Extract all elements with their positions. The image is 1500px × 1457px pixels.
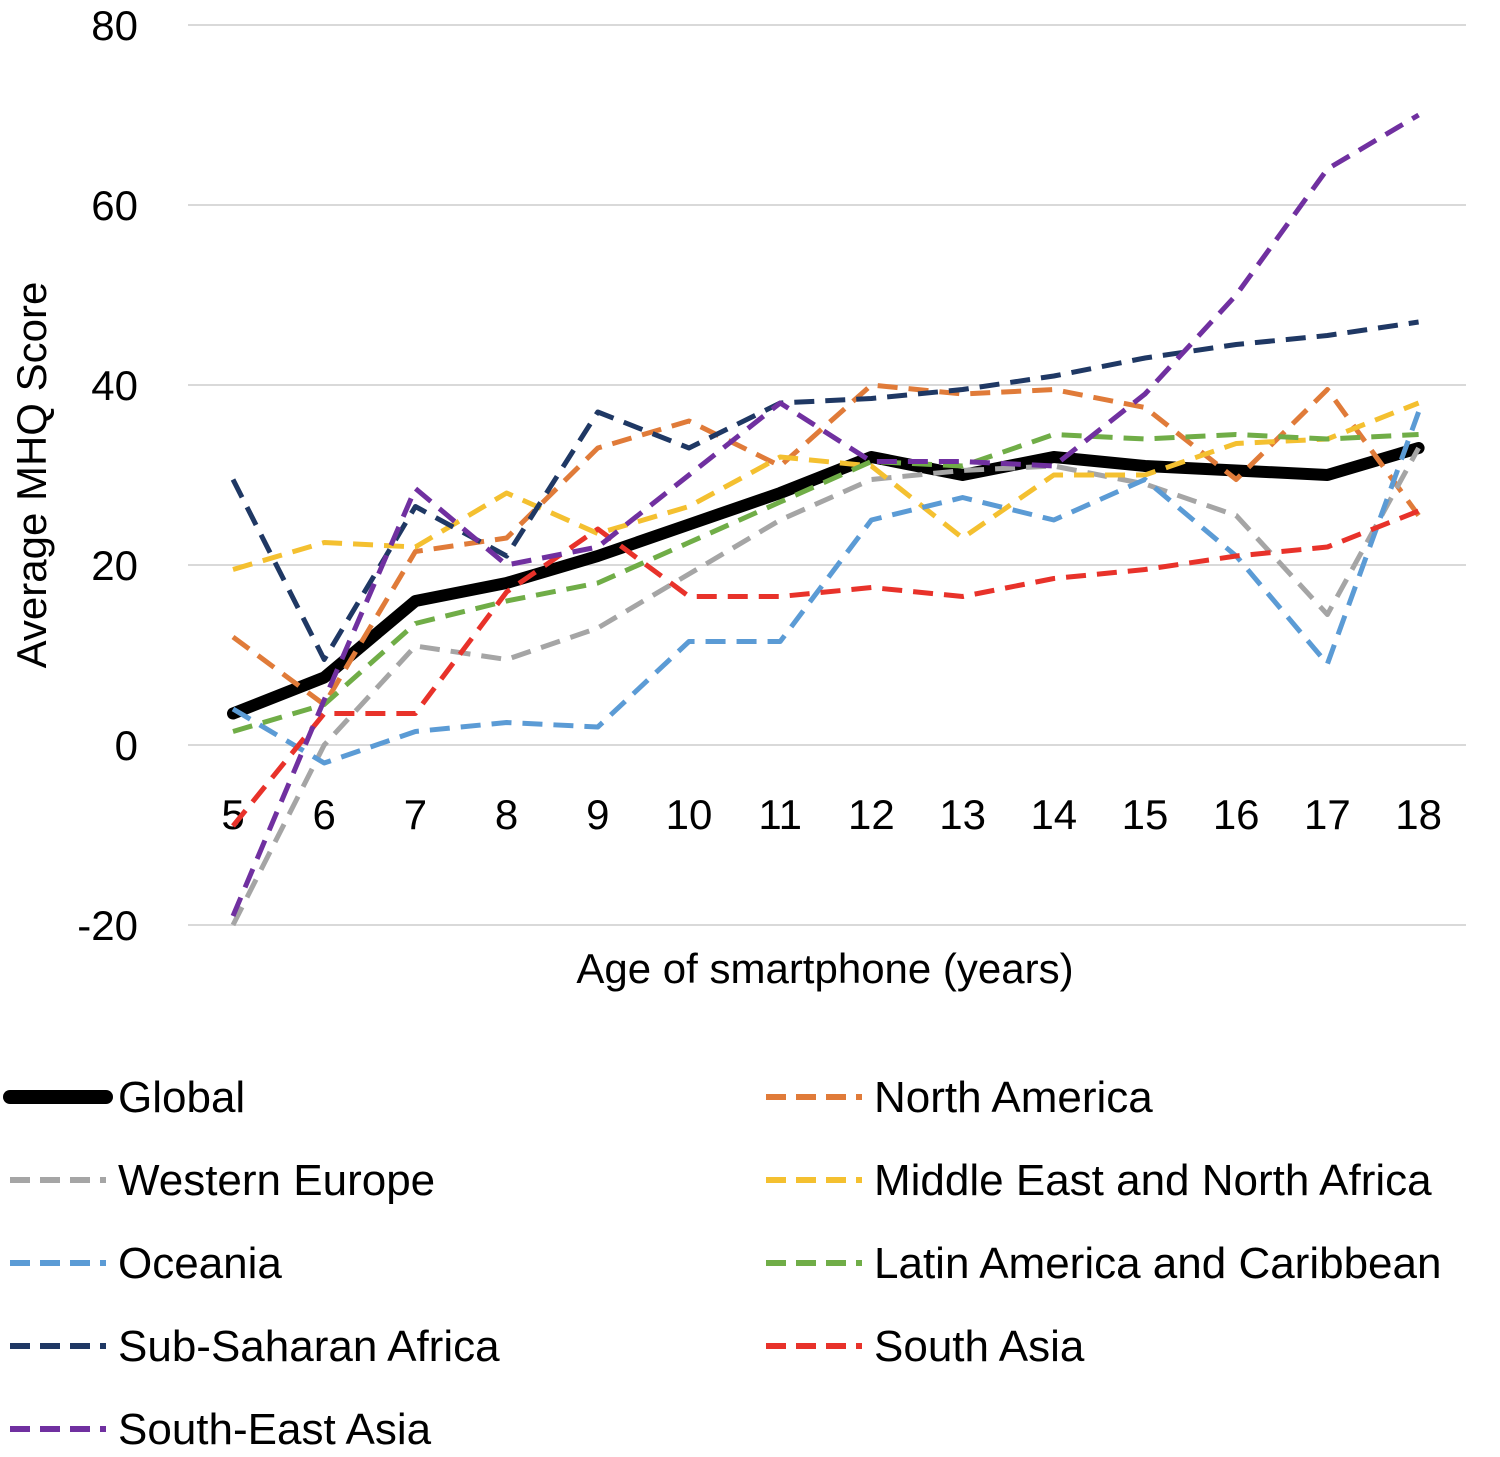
legend-item: South-East Asia <box>10 1405 432 1454</box>
x-tick-label: 18 <box>1395 791 1442 838</box>
legend-item: Latin America and Caribbean <box>766 1239 1441 1288</box>
x-tick-label: 17 <box>1304 791 1351 838</box>
legend-item: Oceania <box>10 1239 282 1288</box>
series-line-middle-east-and-north-africa <box>232 400 1420 572</box>
series-line-south-asia <box>231 508 1420 828</box>
legend-item: North America <box>766 1073 1153 1122</box>
x-tick-label: 10 <box>666 791 713 838</box>
legend-label: South-East Asia <box>118 1405 432 1452</box>
x-tick-label: 9 <box>586 791 609 838</box>
series-line-global <box>227 442 1425 720</box>
x-tick-label: 13 <box>939 791 986 838</box>
legend-label: Sub-Saharan Africa <box>118 1322 500 1371</box>
legend-label: North America <box>874 1073 1153 1122</box>
series-line-latin-america-and-caribbean <box>232 432 1419 734</box>
legend-label: Latin America and Caribbean <box>874 1239 1441 1288</box>
series-line-sub-saharan-africa <box>230 319 1419 662</box>
y-tick-label: -20 <box>77 902 138 949</box>
legend-label: Oceania <box>118 1239 282 1288</box>
y-tick-label: 40 <box>91 362 138 409</box>
x-tick-label: 15 <box>1122 791 1169 838</box>
x-tick-label: 5 <box>221 791 244 838</box>
legend-item: South Asia <box>766 1322 1085 1371</box>
legend-item: Sub-Saharan Africa <box>10 1322 500 1371</box>
legend-item: Middle East and North Africa <box>766 1156 1432 1205</box>
legend: Global North America Western Europe Middle … <box>3 1073 1441 1454</box>
x-tick-label: 11 <box>758 791 802 838</box>
x-tick-label: 6 <box>313 791 336 838</box>
x-tick-label: 7 <box>404 791 427 838</box>
series-line-south-east-asia <box>230 112 1420 917</box>
x-tick-label: 14 <box>1030 791 1077 838</box>
y-tick-label: 60 <box>91 182 138 229</box>
y-tick-label: 0 <box>115 722 138 769</box>
x-axis-label: Age of smartphone (years) <box>576 945 1073 992</box>
legend-label: Global <box>118 1073 245 1122</box>
gridlines <box>188 24 1466 926</box>
y-axis-ticks: -20 0 20 40 60 80 <box>77 2 138 949</box>
series-line-oceania <box>231 411 1421 766</box>
x-axis-ticks: 5 6 7 8 9 10 11 12 13 14 15 16 17 18 <box>221 791 1442 838</box>
x-tick-label: 12 <box>848 791 895 838</box>
x-tick-label: 16 <box>1213 791 1260 838</box>
x-tick-label: 8 <box>495 791 518 838</box>
y-tick-label: 80 <box>91 2 138 49</box>
legend-item: Global <box>3 1073 245 1122</box>
legend-label: Western Europe <box>118 1156 435 1205</box>
y-axis-label: Average MHQ Score <box>8 282 55 669</box>
y-tick-label: 20 <box>91 542 138 589</box>
series-lines <box>227 112 1425 927</box>
series-line-western-europe <box>230 446 1421 927</box>
legend-item: Western Europe <box>10 1156 435 1205</box>
legend-label: South Asia <box>874 1322 1085 1371</box>
legend-label: Middle East and North Africa <box>874 1156 1432 1205</box>
